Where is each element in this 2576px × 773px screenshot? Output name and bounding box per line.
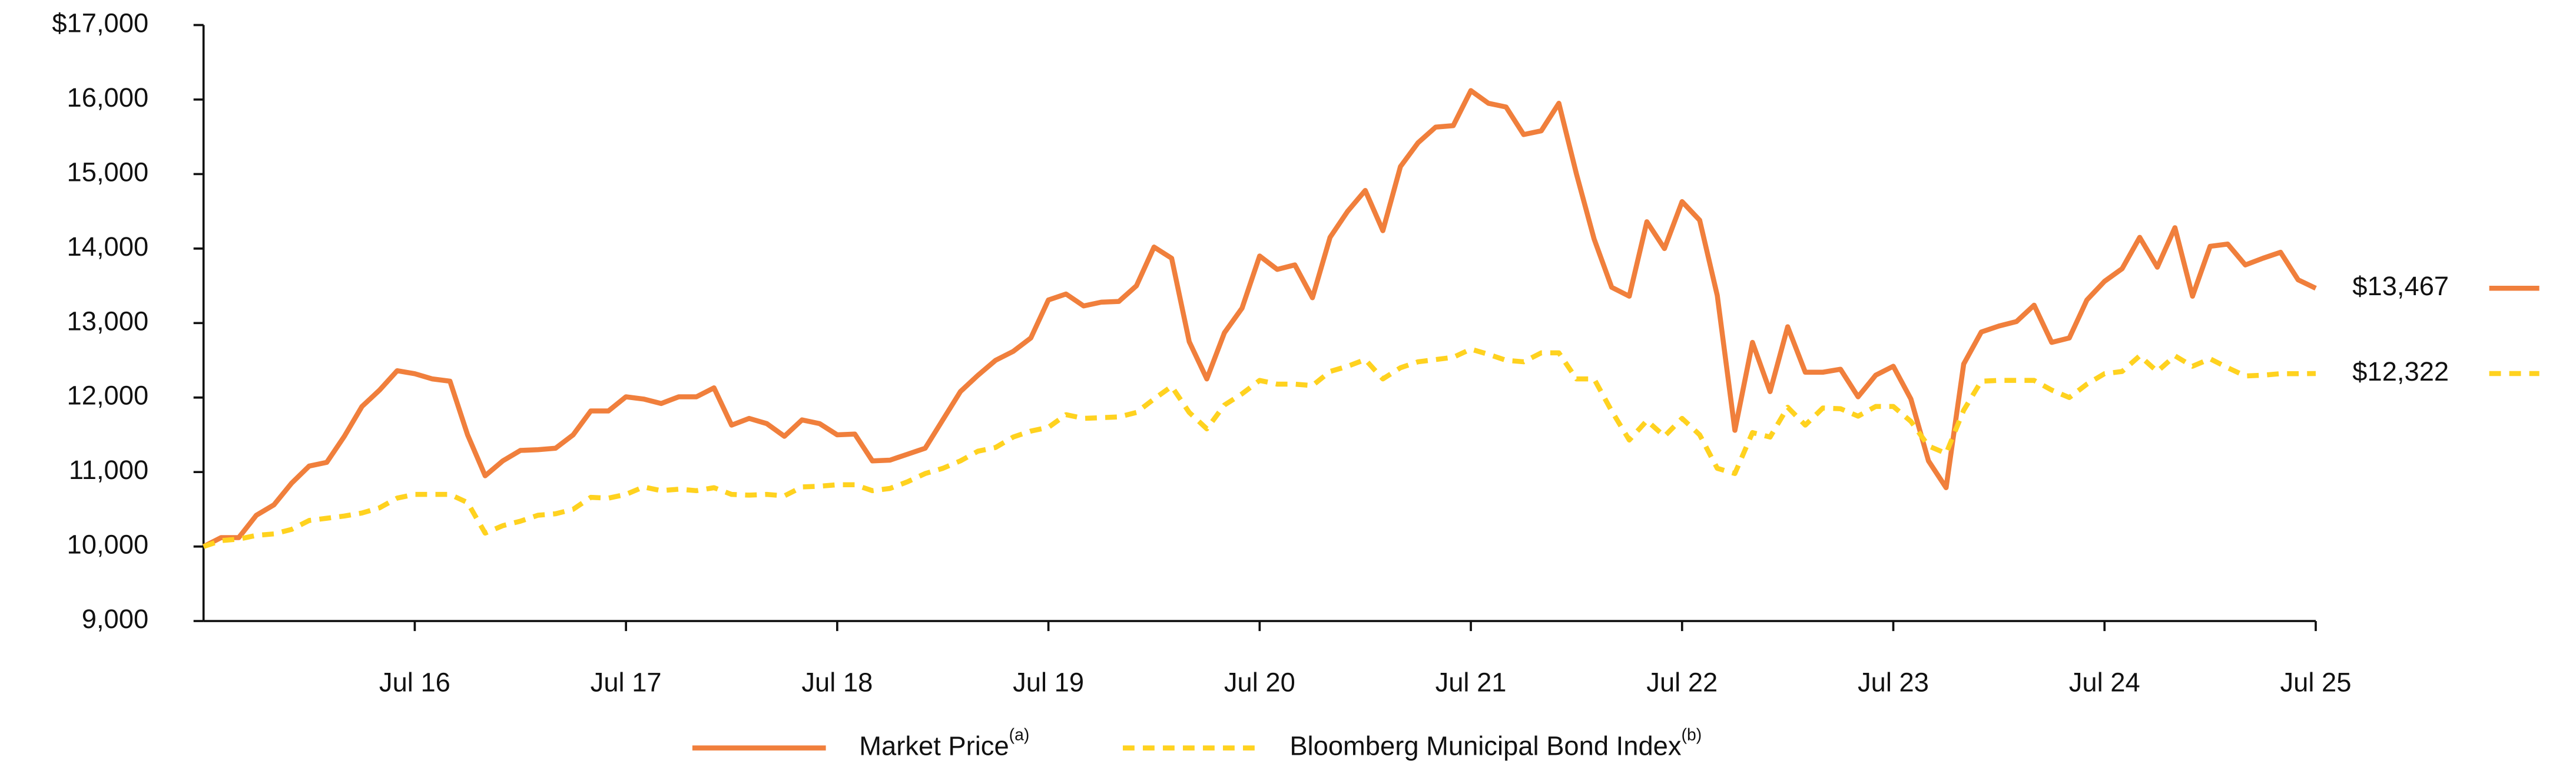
series-line — [203, 346, 2316, 549]
x-tick-label: Jul 16 — [379, 668, 450, 698]
legend-note: (b) — [1682, 726, 1702, 745]
x-tick-label: Jul 22 — [1646, 668, 1718, 698]
legend-name: Market Price — [859, 731, 1009, 761]
x-tick-label: Jul 25 — [2280, 668, 2351, 698]
end-label: $12,322 — [2352, 356, 2449, 387]
x-tick-label: Jul 20 — [1224, 668, 1295, 698]
y-tick-label: 12,000 — [67, 381, 149, 411]
y-tick-label: 10,000 — [67, 530, 149, 560]
end-label: $13,467 — [2352, 271, 2449, 301]
y-tick-label: 13,000 — [67, 306, 149, 336]
y-tick-label: 15,000 — [67, 157, 149, 187]
legend-note: (a) — [1009, 726, 1030, 745]
x-tick-label: Jul 24 — [2069, 668, 2140, 698]
y-tick-label: 16,000 — [67, 82, 149, 113]
x-tick-label: Jul 18 — [801, 668, 873, 698]
x-tick-label: Jul 19 — [1013, 668, 1084, 698]
x-tick-label: Jul 21 — [1435, 668, 1507, 698]
x-tick-label: Jul 17 — [591, 668, 662, 698]
legend-name: Bloomberg Municipal Bond Index — [1289, 731, 1682, 761]
legend-label: Bloomberg Municipal Bond Index(b) — [1289, 726, 1702, 761]
y-tick-label: 9,000 — [82, 604, 148, 634]
series-line — [202, 88, 2317, 549]
x-tick-label: Jul 23 — [1858, 668, 1929, 698]
y-tick-label: 11,000 — [69, 455, 148, 485]
y-tick-label: 14,000 — [67, 232, 149, 262]
y-tick-label: $17,000 — [52, 8, 148, 38]
legend-label: Market Price(a) — [859, 726, 1029, 761]
